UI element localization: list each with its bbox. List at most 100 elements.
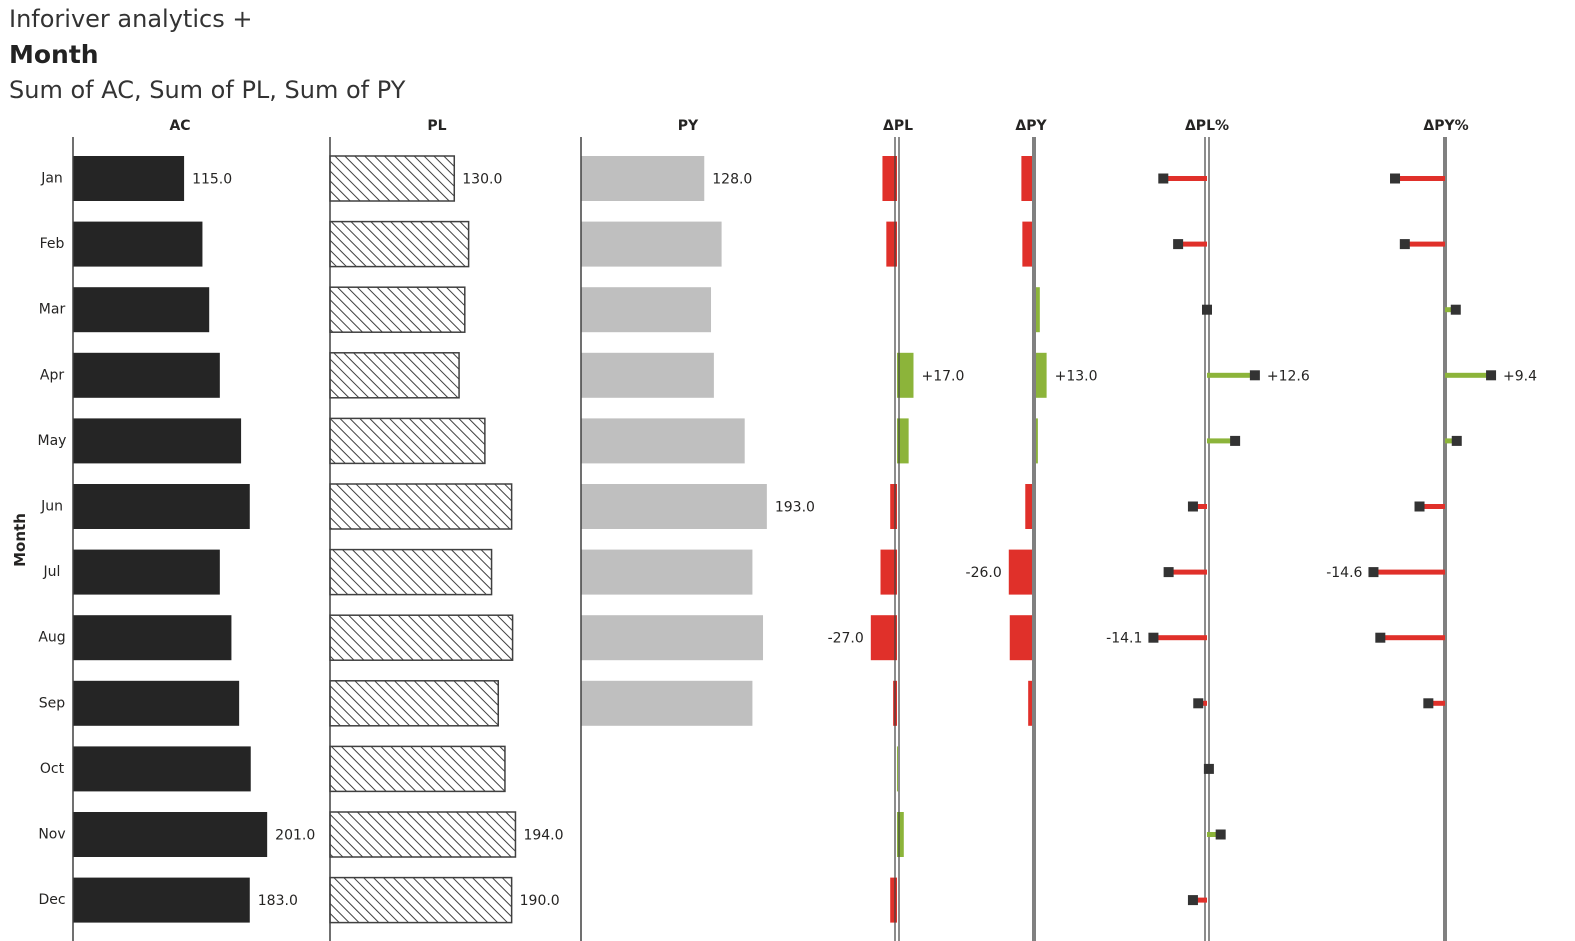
delta-py-pct-marker-may [1451, 435, 1462, 446]
delta-py-pct-marker-sep [1423, 698, 1434, 709]
delta-pl-pct-pin-jan [1163, 176, 1207, 181]
delta-pl-bar-dec [890, 877, 897, 923]
delta-pl-pct-marker-apr [1249, 370, 1260, 381]
delta-pl-pct-label-apr: +12.6 [1267, 368, 1310, 384]
pl-bar-apr [329, 352, 460, 399]
delta-py-pct-pin-jul [1373, 569, 1445, 575]
py-bar-may [581, 418, 745, 464]
pl-bar-dec [329, 876, 513, 924]
delta-pl-bar-feb [886, 221, 897, 267]
delta-py-pct-marker-apr [1486, 370, 1497, 381]
pl-bar-jul [329, 548, 493, 596]
pl-bar-jun [329, 483, 513, 530]
column-header-delta-py-pct: ΔPY% [1423, 118, 1468, 134]
delta-pl-bar-apr [897, 352, 914, 398]
category-label-jan: Jan [40, 171, 63, 187]
delta-pl-pct-pin-feb [1178, 241, 1207, 247]
py-bar-jun [581, 484, 767, 529]
py-bar-feb [581, 221, 722, 267]
delta-py-bar-mar [1034, 287, 1040, 333]
pl-bar-mar [329, 286, 466, 333]
column-header-delta-pl-pct: ΔPL% [1185, 118, 1229, 134]
column-header-py: PY [678, 118, 699, 134]
delta-py-pct-label-apr: +9.4 [1503, 368, 1537, 384]
delta-py-label-apr: +13.0 [1055, 368, 1098, 384]
pl-label-nov: 194.0 [523, 828, 563, 844]
py-label-jan: 128.0 [712, 172, 752, 188]
category-label-sep: Sep [39, 695, 66, 711]
delta-py-pct-marker-feb [1399, 239, 1410, 250]
delta-pl-pct-label-aug: -14.1 [1106, 631, 1142, 647]
delta-pl-pct-pin-jun [1192, 504, 1207, 509]
pl-label-jan: 130.0 [462, 172, 502, 188]
delta-py-pct-marker-aug [1375, 632, 1386, 643]
delta-pl-pct-marker-aug [1148, 632, 1159, 643]
delta-pl-bar-jun [890, 484, 897, 529]
chart-dimension-title: Month [9, 40, 99, 69]
delta-pl-pct-marker-jan [1158, 173, 1169, 184]
pl-bar-jan [329, 155, 456, 202]
py-bar-jul [581, 549, 753, 595]
category-label-aug: Aug [38, 630, 65, 646]
delta-py-pct-marker-jan [1390, 173, 1401, 184]
delta-pl-pct-pin-apr [1207, 372, 1255, 378]
ac-bar-jan [73, 156, 185, 201]
ac-bar-jun [73, 484, 250, 529]
delta-pl-pct-pin-nov [1207, 832, 1221, 837]
delta-pl-pct-marker-feb [1173, 239, 1184, 250]
y-axis-title: Month [11, 513, 29, 567]
delta-pl-pct-marker-sep [1193, 698, 1204, 709]
delta-py-pct-pin-may [1445, 438, 1457, 444]
ac-bar-dec [73, 877, 250, 923]
category-label-feb: Feb [40, 236, 65, 252]
ac-label-jan: 115.0 [192, 172, 232, 188]
delta-pl-bar-oct [897, 746, 898, 792]
ac-bar-apr [73, 352, 220, 398]
py-label-jun: 193.0 [775, 500, 815, 516]
delta-py-pct-pin-mar [1445, 307, 1456, 313]
column-header-delta-py: ΔPY [1015, 118, 1047, 134]
delta-pl-bar-may [897, 418, 909, 464]
column-header-delta-pl: ΔPL [883, 118, 913, 134]
delta-pl-bar-jan [882, 156, 897, 201]
delta-pl-pct-pin-aug [1153, 635, 1207, 641]
py-bar-mar [581, 287, 712, 333]
column-header-pl: PL [427, 118, 446, 134]
delta-py-pct-pin-aug [1380, 635, 1445, 641]
delta-py-pct-label-jul: -14.6 [1326, 565, 1362, 581]
delta-py-bar-feb [1022, 221, 1034, 267]
delta-pl-label-aug: -27.0 [828, 631, 864, 647]
delta-py-pct-pin-jun [1419, 504, 1445, 509]
pl-bar-nov [329, 811, 517, 858]
delta-py-bar-aug [1009, 615, 1034, 661]
delta-pl-label-apr: +17.0 [921, 368, 964, 384]
ac-bar-jul [73, 549, 220, 595]
category-label-jun: Jun [40, 499, 63, 515]
category-label-oct: Oct [40, 761, 65, 777]
delta-py-label-jul: -26.0 [966, 565, 1002, 581]
py-bar-apr [581, 352, 714, 398]
delta-py-bar-jan [1021, 156, 1034, 201]
delta-py-pct-pin-jan [1395, 176, 1445, 181]
ac-bar-mar [73, 287, 210, 333]
category-label-apr: Apr [40, 367, 64, 383]
ac-bar-oct [73, 746, 251, 792]
delta-pl-pct-marker-dec [1187, 895, 1198, 906]
app-title: Inforiver analytics + [9, 5, 253, 33]
delta-py-bar-apr [1034, 352, 1047, 398]
delta-py-bar-jun [1025, 484, 1034, 529]
delta-py-pct-marker-jul [1368, 567, 1379, 578]
category-label-dec: Dec [38, 892, 65, 908]
category-label-mar: Mar [39, 302, 66, 318]
ac-bar-sep [73, 680, 240, 726]
pl-bar-sep [329, 680, 500, 727]
delta-pl-pct-marker-jul [1163, 567, 1174, 578]
delta-py-pct-pin-sep [1428, 700, 1445, 706]
delta-pl-pct-marker-nov [1215, 829, 1226, 840]
ac-bar-nov [73, 812, 268, 857]
pl-bar-oct [329, 745, 506, 793]
pl-bar-may [329, 417, 486, 465]
py-bar-sep [581, 680, 753, 726]
ac-bar-aug [73, 615, 232, 661]
delta-py-pct-pin-feb [1404, 241, 1445, 247]
